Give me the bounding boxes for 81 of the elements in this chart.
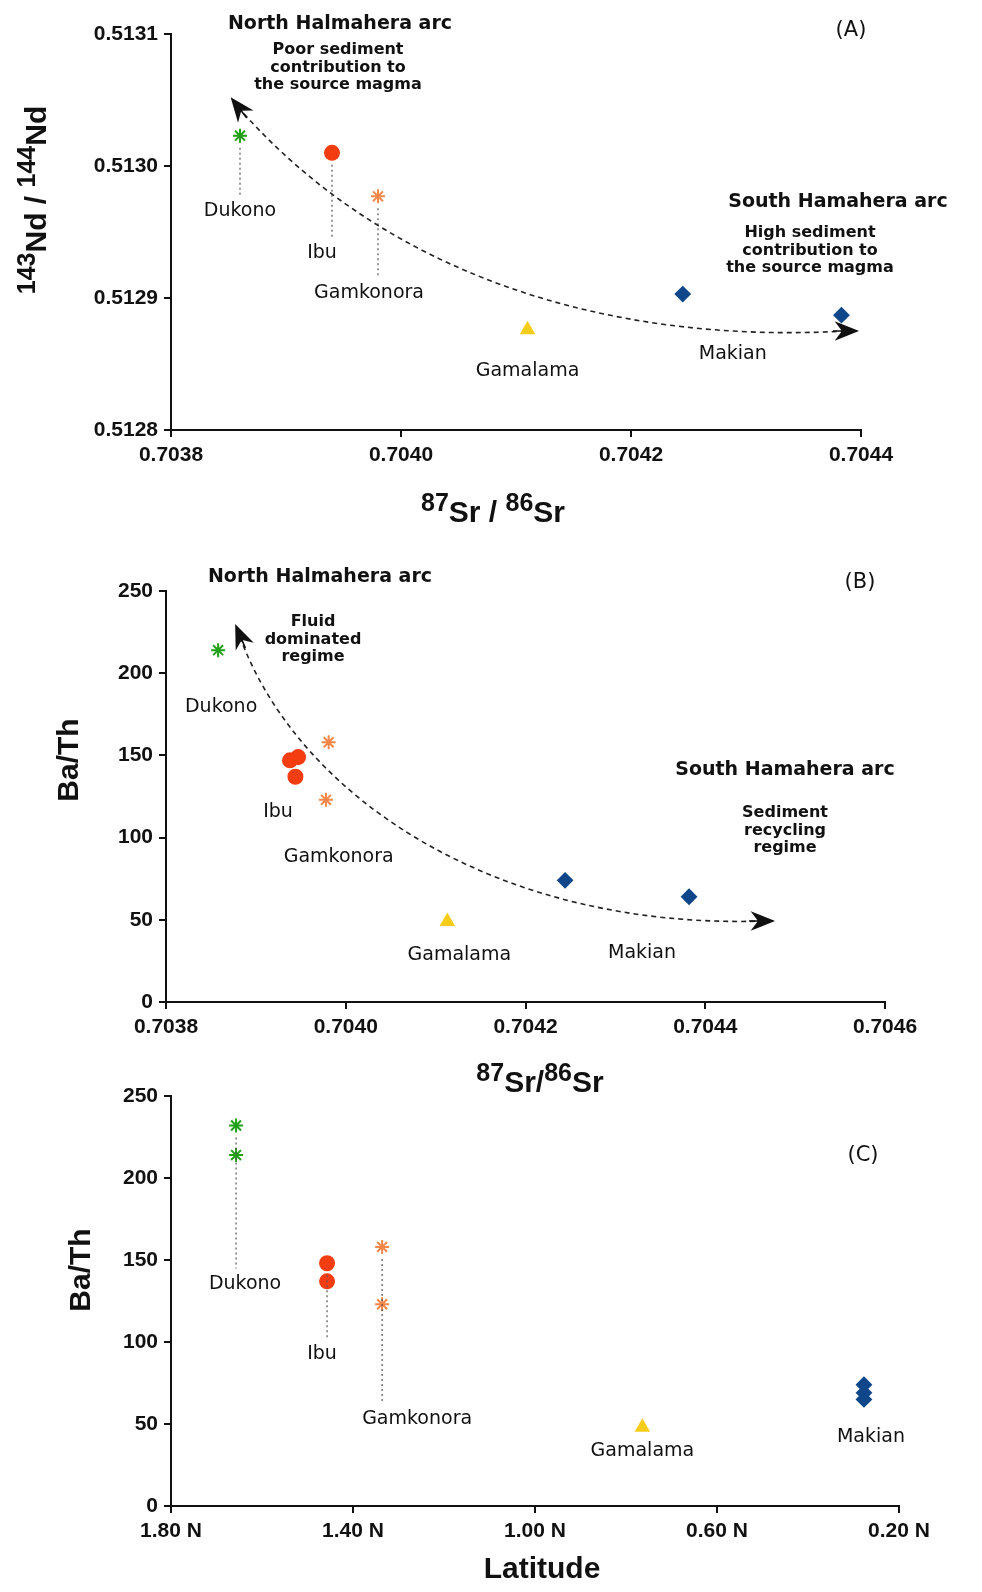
annotation: South Hamahera arc <box>675 756 895 779</box>
text: Dukono <box>203 197 277 220</box>
y-tick-label: 0 <box>146 1492 158 1516</box>
text: North Halmahera arc <box>227 10 453 33</box>
y-tick-label: 100 <box>117 824 153 848</box>
x-tick-label: 0.7038 <box>138 442 204 466</box>
y-tick-label: 250 <box>117 577 153 601</box>
x-tick-label: 0.7046 <box>852 1014 918 1038</box>
series-label: Gamalama <box>590 1438 695 1461</box>
point <box>374 1238 391 1255</box>
point <box>440 913 455 926</box>
series-label: Gamalama <box>475 357 580 380</box>
x-tick-label: 0.7044 <box>673 1014 738 1038</box>
y-axis-title: Ba/Th <box>51 718 85 802</box>
text: Makian <box>608 940 677 963</box>
point <box>319 1255 336 1272</box>
text: Gamkonora <box>362 1405 473 1428</box>
x-tick-label: 1.00 N <box>504 1518 566 1542</box>
point <box>320 734 337 751</box>
x-tick-label: 0.7042 <box>598 442 664 466</box>
x-tick-label: 1.40 N <box>322 1518 384 1542</box>
point <box>317 791 334 808</box>
y-tick-label: 50 <box>129 906 153 930</box>
series-label: Ibu <box>263 799 293 822</box>
text: Dukono <box>184 694 258 717</box>
y-tick-label: 0 <box>141 988 153 1012</box>
point <box>324 144 340 161</box>
y-tick-label: 200 <box>117 660 153 683</box>
text: Gamkonora <box>314 280 424 303</box>
x-tick-label: 0.7042 <box>493 1014 558 1038</box>
point <box>681 888 698 905</box>
x-tick-label: 0.20 N <box>868 1518 930 1542</box>
x-tick-label: 0.60 N <box>686 1518 748 1542</box>
annotation: High sediment contribution to the source magma <box>726 221 894 276</box>
text: Dukono <box>208 1271 282 1294</box>
annotation: (A) <box>835 17 867 42</box>
point <box>228 1117 245 1134</box>
annotation: Poor sediment contribution to the source magma <box>254 38 422 93</box>
y-tick-label: 0.5128 <box>93 416 159 440</box>
point <box>210 642 227 659</box>
y-tick-label: 200 <box>122 1164 158 1188</box>
text: North Halmahera arc <box>207 563 433 586</box>
point <box>287 768 304 785</box>
point <box>228 1147 245 1164</box>
x-tick-label: 0.7044 <box>828 442 894 466</box>
x-tick-label: 0.7040 <box>368 442 434 466</box>
annotation: (B) <box>844 569 876 594</box>
y-tick-label: 150 <box>122 1246 158 1270</box>
y-axis-title: Ba/Th <box>63 1228 97 1312</box>
point <box>557 872 574 889</box>
point <box>290 749 307 766</box>
y-tick-label: 0.5131 <box>93 20 159 44</box>
point <box>833 307 850 324</box>
text: Ibu <box>307 1341 337 1364</box>
point <box>674 286 691 303</box>
point <box>319 1273 336 1290</box>
point <box>232 127 248 144</box>
point <box>374 1296 391 1313</box>
annotation: Fluid dominated regime <box>264 610 362 665</box>
x-tick-label: 0.7040 <box>313 1014 378 1038</box>
series-label: Makian <box>836 1423 905 1446</box>
x-axis-title: $^{87}$Sr / $^{86}$Sr <box>420 487 566 529</box>
y-tick-label: 0.5130 <box>93 152 158 176</box>
annotation: South Hamahera arc <box>728 188 948 211</box>
text: Makian <box>698 340 767 363</box>
x-tick-label: 0.7038 <box>133 1014 199 1038</box>
annotation: Sediment recycling regime <box>742 801 828 856</box>
y-tick-label: 0.5129 <box>93 284 158 308</box>
point <box>370 188 386 205</box>
x-tick-label: 1.80 N <box>140 1518 202 1542</box>
annotation: (C) <box>847 1142 879 1167</box>
y-tick-label: 150 <box>117 742 153 766</box>
x-axis-title: $^{87}$Sr/$^{86}$Sr <box>476 1057 604 1099</box>
text: Gamkonora <box>283 844 394 867</box>
series-label: Gamalama <box>407 942 512 965</box>
y-tick-label: 250 <box>122 1082 158 1106</box>
text: Ibu <box>307 239 337 262</box>
point <box>635 1419 650 1432</box>
x-axis-title: Latitude <box>483 1551 601 1585</box>
y-tick-label: 50 <box>134 1410 158 1434</box>
y-tick-label: 100 <box>122 1328 158 1352</box>
